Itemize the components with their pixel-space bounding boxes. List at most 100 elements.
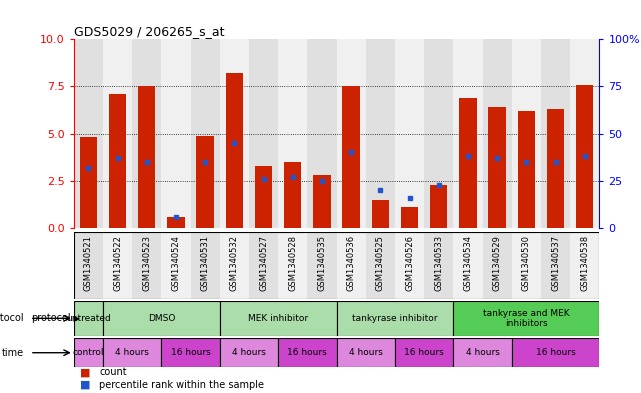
Bar: [278, 232, 307, 299]
Text: GSM1340529: GSM1340529: [493, 235, 502, 291]
Bar: [132, 39, 162, 228]
Bar: [103, 232, 132, 299]
Bar: [337, 338, 395, 367]
Bar: [278, 39, 307, 228]
Bar: [570, 232, 599, 299]
Bar: [220, 301, 337, 336]
Bar: [74, 301, 103, 336]
Bar: [483, 232, 512, 299]
Bar: [138, 86, 156, 228]
Bar: [512, 39, 541, 228]
Text: untreated: untreated: [66, 314, 111, 323]
Text: GDS5029 / 206265_s_at: GDS5029 / 206265_s_at: [74, 25, 224, 38]
Bar: [483, 39, 512, 228]
Text: 4 hours: 4 hours: [349, 348, 383, 357]
Bar: [284, 162, 301, 228]
Bar: [220, 338, 278, 367]
Text: GSM1340523: GSM1340523: [142, 235, 151, 291]
Text: GSM1340533: GSM1340533: [434, 235, 443, 291]
Bar: [278, 338, 337, 367]
Text: ■: ■: [80, 367, 90, 377]
Text: GSM1340524: GSM1340524: [171, 235, 180, 291]
Bar: [541, 39, 570, 228]
Bar: [226, 73, 243, 228]
Bar: [307, 39, 337, 228]
Text: GSM1340522: GSM1340522: [113, 235, 122, 291]
Text: GSM1340532: GSM1340532: [230, 235, 239, 291]
Bar: [541, 232, 570, 299]
Bar: [162, 338, 220, 367]
Text: 16 hours: 16 hours: [287, 348, 327, 357]
Bar: [162, 39, 190, 228]
Text: time: time: [2, 348, 24, 358]
Text: GSM1340527: GSM1340527: [259, 235, 268, 291]
Bar: [424, 232, 453, 299]
Bar: [337, 232, 366, 299]
Text: tankyrase inhibitor: tankyrase inhibitor: [352, 314, 438, 323]
Text: GSM1340528: GSM1340528: [288, 235, 297, 291]
Text: GSM1340538: GSM1340538: [580, 235, 589, 291]
Text: 16 hours: 16 hours: [404, 348, 444, 357]
Bar: [307, 232, 337, 299]
Bar: [395, 39, 424, 228]
Bar: [249, 232, 278, 299]
Bar: [190, 39, 220, 228]
Bar: [453, 232, 483, 299]
Bar: [109, 94, 126, 228]
Bar: [395, 338, 453, 367]
Bar: [395, 232, 424, 299]
Bar: [103, 301, 220, 336]
Bar: [190, 232, 220, 299]
Text: 4 hours: 4 hours: [465, 348, 499, 357]
Text: tankyrase and MEK
inhibitors: tankyrase and MEK inhibitors: [483, 309, 570, 328]
Text: GSM1340525: GSM1340525: [376, 235, 385, 291]
Bar: [453, 39, 483, 228]
Bar: [103, 39, 132, 228]
Bar: [342, 86, 360, 228]
Text: GSM1340526: GSM1340526: [405, 235, 414, 291]
Bar: [547, 109, 564, 228]
Bar: [576, 84, 594, 228]
Text: control: control: [72, 348, 104, 357]
Text: 16 hours: 16 hours: [536, 348, 576, 357]
Text: 16 hours: 16 hours: [171, 348, 210, 357]
Bar: [220, 232, 249, 299]
Text: ■: ■: [80, 380, 90, 390]
Bar: [196, 136, 214, 228]
Text: protocol: protocol: [0, 313, 24, 323]
Bar: [337, 39, 366, 228]
Text: MEK inhibitor: MEK inhibitor: [248, 314, 308, 323]
Text: protocol: protocol: [31, 313, 71, 323]
Text: 4 hours: 4 hours: [115, 348, 149, 357]
Bar: [254, 166, 272, 228]
Text: GSM1340531: GSM1340531: [201, 235, 210, 291]
Bar: [517, 111, 535, 228]
Bar: [372, 200, 389, 228]
Bar: [424, 39, 453, 228]
Bar: [132, 232, 162, 299]
Bar: [313, 175, 331, 228]
Bar: [512, 338, 599, 367]
Bar: [249, 39, 278, 228]
Bar: [167, 217, 185, 228]
Text: ▶: ▶: [71, 314, 80, 323]
Bar: [366, 39, 395, 228]
Bar: [570, 39, 599, 228]
Bar: [453, 338, 512, 367]
Bar: [162, 232, 190, 299]
Text: GSM1340537: GSM1340537: [551, 235, 560, 291]
Text: GSM1340530: GSM1340530: [522, 235, 531, 291]
Bar: [74, 338, 103, 367]
Bar: [220, 39, 249, 228]
Text: 4 hours: 4 hours: [232, 348, 266, 357]
Bar: [401, 207, 419, 228]
Bar: [512, 232, 541, 299]
Bar: [74, 232, 103, 299]
Bar: [459, 98, 477, 228]
Text: GSM1340521: GSM1340521: [84, 235, 93, 291]
Text: GSM1340535: GSM1340535: [317, 235, 326, 291]
Text: DMSO: DMSO: [147, 314, 175, 323]
Bar: [430, 185, 447, 228]
Text: GSM1340536: GSM1340536: [347, 235, 356, 291]
Bar: [366, 232, 395, 299]
